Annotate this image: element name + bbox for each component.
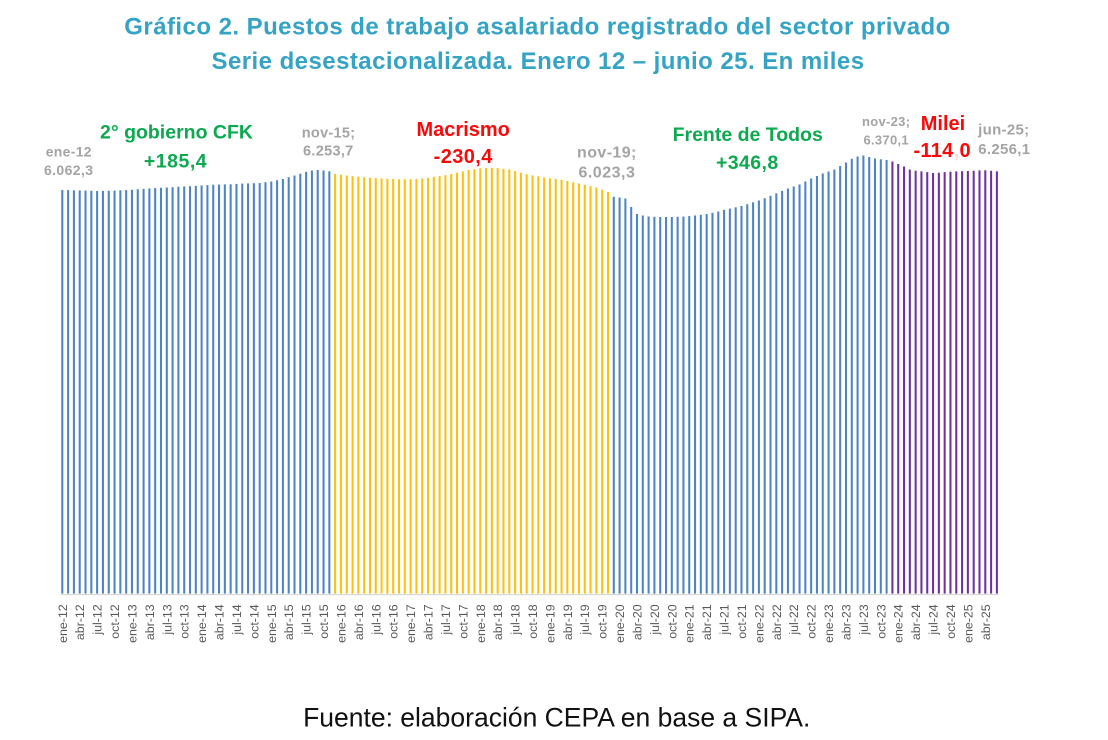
- svg-text:abr-12: abr-12: [73, 604, 87, 640]
- svg-text:oct-22: oct-22: [805, 604, 819, 639]
- svg-text:6.253,7: 6.253,7: [303, 143, 353, 159]
- svg-text:jul-17: jul-17: [439, 604, 453, 635]
- svg-text:abr-21: abr-21: [700, 604, 714, 640]
- svg-text:oct-24: oct-24: [944, 604, 958, 639]
- svg-text:oct-18: oct-18: [526, 604, 540, 639]
- svg-text:6.370,1: 6.370,1: [863, 132, 908, 147]
- svg-text:6.023,3: 6.023,3: [578, 165, 635, 182]
- svg-text:ene-23: ene-23: [822, 604, 836, 643]
- svg-text:jul-18: jul-18: [509, 604, 523, 635]
- svg-text:oct-20: oct-20: [665, 604, 679, 639]
- svg-text:jul-16: jul-16: [369, 604, 383, 635]
- svg-text:abr-20: abr-20: [630, 604, 644, 640]
- svg-text:abr-25: abr-25: [979, 604, 993, 640]
- svg-text:+185,4: +185,4: [144, 151, 207, 173]
- svg-text:ene-14: ene-14: [195, 604, 209, 643]
- svg-text:abr-23: abr-23: [839, 604, 853, 640]
- svg-text:oct-15: oct-15: [317, 604, 331, 639]
- svg-text:ene-22: ene-22: [752, 604, 766, 643]
- svg-text:Fuente: elaboración CEPA en ba: Fuente: elaboración CEPA en base a SIPA.: [303, 702, 810, 732]
- svg-text:jul-15: jul-15: [300, 604, 314, 635]
- svg-text:ene-24: ene-24: [892, 604, 906, 643]
- svg-text:jul-20: jul-20: [648, 604, 662, 635]
- svg-text:abr-19: abr-19: [561, 604, 575, 640]
- svg-text:oct-21: oct-21: [735, 604, 749, 639]
- svg-text:ene-20: ene-20: [613, 604, 627, 643]
- svg-text:Frente de Todos: Frente de Todos: [673, 124, 823, 146]
- svg-text:oct-16: oct-16: [387, 604, 401, 639]
- svg-text:ene-25: ene-25: [961, 604, 975, 643]
- svg-text:oct-13: oct-13: [178, 604, 192, 639]
- svg-text:ene-12: ene-12: [46, 143, 92, 159]
- svg-text:oct-14: oct-14: [247, 604, 261, 639]
- svg-text:-230,4: -230,4: [434, 146, 494, 168]
- svg-text:abr-13: abr-13: [143, 604, 157, 640]
- svg-text:2° gobierno CFK: 2° gobierno CFK: [100, 121, 253, 143]
- svg-text:Macrismo: Macrismo: [417, 119, 510, 141]
- svg-text:abr-22: abr-22: [770, 604, 784, 640]
- svg-text:abr-17: abr-17: [422, 604, 436, 640]
- svg-text:jul-21: jul-21: [718, 604, 732, 635]
- svg-text:abr-14: abr-14: [213, 604, 227, 640]
- svg-text:oct-17: oct-17: [456, 604, 470, 639]
- svg-text:jul-13: jul-13: [160, 604, 174, 635]
- svg-text:-114,0: -114,0: [913, 140, 970, 162]
- svg-text:ene-16: ene-16: [334, 604, 348, 643]
- svg-text:jul-14: jul-14: [230, 604, 244, 635]
- svg-text:ene-21: ene-21: [683, 604, 697, 643]
- svg-text:oct-12: oct-12: [108, 604, 122, 639]
- svg-text:jul-19: jul-19: [578, 604, 592, 635]
- svg-text:ene-13: ene-13: [125, 604, 139, 643]
- svg-text:oct-19: oct-19: [596, 604, 610, 639]
- svg-text:abr-18: abr-18: [491, 604, 505, 640]
- svg-text:jul-24: jul-24: [927, 604, 941, 635]
- svg-text:jul-23: jul-23: [857, 604, 871, 635]
- svg-text:abr-16: abr-16: [352, 604, 366, 640]
- svg-text:oct-23: oct-23: [874, 604, 888, 639]
- svg-text:jun-25;: jun-25;: [977, 121, 1029, 138]
- svg-text:jul-12: jul-12: [91, 604, 105, 635]
- svg-text:jul-22: jul-22: [787, 604, 801, 635]
- svg-text:Gráfico 2. Puestos de trabajo: Gráfico 2. Puestos de trabajo asalariado…: [124, 13, 950, 40]
- svg-text:abr-15: abr-15: [282, 604, 296, 640]
- svg-text:6.062,3: 6.062,3: [44, 162, 94, 178]
- svg-text:ene-15: ene-15: [265, 604, 279, 643]
- svg-text:nov-23;: nov-23;: [862, 114, 910, 129]
- svg-text:nov-19;: nov-19;: [577, 145, 637, 162]
- svg-text:ene-18: ene-18: [474, 604, 488, 643]
- svg-text:ene-17: ene-17: [404, 604, 418, 643]
- svg-text:+346,8: +346,8: [716, 152, 779, 174]
- svg-text:6.256,1: 6.256,1: [978, 141, 1030, 158]
- svg-text:ene-12: ene-12: [56, 604, 70, 643]
- svg-text:abr-24: abr-24: [909, 604, 923, 640]
- svg-text:ene-19: ene-19: [543, 604, 557, 643]
- svg-text:Milei: Milei: [921, 113, 965, 135]
- svg-text:nov-15;: nov-15;: [302, 126, 356, 142]
- svg-text:Serie desestacionalizada. Ener: Serie desestacionalizada. Enero 12 – jun…: [211, 48, 864, 75]
